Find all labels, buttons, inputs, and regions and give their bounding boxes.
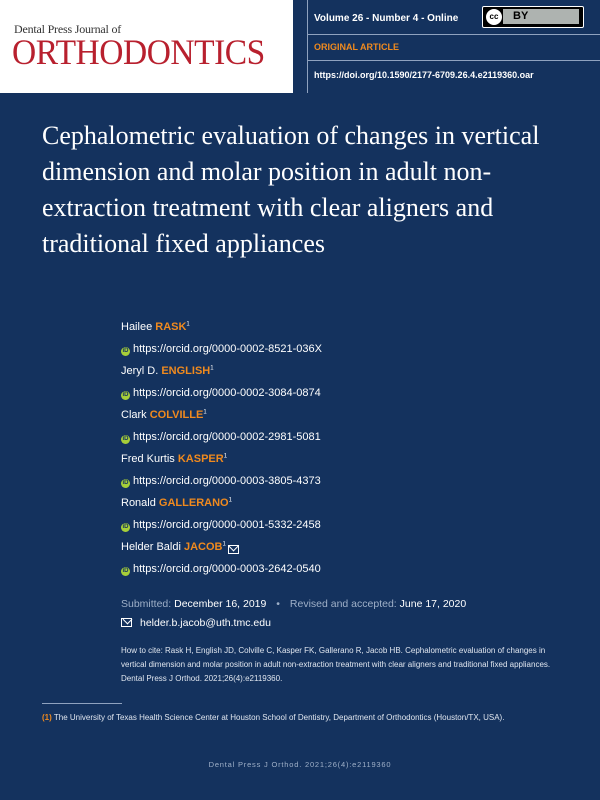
revised-date: June 17, 2020 bbox=[399, 598, 467, 610]
author-entry: Jeryl D. ENGLISH1 bbox=[121, 357, 541, 379]
orcid-entry: iD https://orcid.org/0000-0002-8521-036X bbox=[121, 335, 541, 357]
author-first-name: Fred Kurtis bbox=[121, 453, 175, 465]
orcid-link[interactable]: https://orcid.org/0000-0003-2642-0540 bbox=[133, 563, 321, 575]
author-first-name: Jeryl D. bbox=[121, 365, 159, 377]
how-to-cite: How to cite: Rask H, English JD, Colvill… bbox=[121, 646, 551, 683]
doi-link[interactable]: https://doi.org/10.1590/2177-6709.26.4.e… bbox=[314, 70, 534, 80]
cc-badge-background bbox=[503, 9, 579, 24]
orcid-icon: iD bbox=[121, 391, 130, 400]
header-rule bbox=[308, 60, 600, 61]
by-label: BY bbox=[513, 10, 529, 22]
header-divider bbox=[307, 0, 308, 93]
affiliation-marker: 1 bbox=[210, 365, 214, 372]
author-list: Hailee RASK1 iD https://orcid.org/0000-00… bbox=[121, 313, 541, 577]
orcid-entry: iD https://orcid.org/0000-0002-3084-0874 bbox=[121, 379, 541, 401]
affiliation-text: The University of Texas Health Science C… bbox=[53, 713, 505, 722]
orcid-icon: iD bbox=[121, 479, 130, 488]
corresponding-email: helder.b.jacob@uth.tmc.edu bbox=[121, 617, 271, 629]
journal-logo-big-text: ORTHODONTICS bbox=[12, 32, 265, 72]
author-name: Clark COLVILLE1 bbox=[121, 409, 207, 421]
orcid-entry: iD https://orcid.org/0000-0001-5332-2458 bbox=[121, 511, 541, 533]
header-rule bbox=[308, 34, 600, 35]
mail-icon[interactable] bbox=[227, 545, 239, 554]
orcid-icon: iD bbox=[121, 347, 130, 356]
author-last-name: KASPER bbox=[177, 453, 224, 465]
author-first-name: Ronald bbox=[121, 497, 156, 509]
affiliation-marker: 1 bbox=[186, 321, 190, 328]
page-footer: Dental Press J Orthod. 2021;26(4):e21193… bbox=[208, 760, 392, 769]
author-first-name: Helder Baldi bbox=[121, 541, 181, 553]
orcid-link[interactable]: https://orcid.org/0000-0002-8521-036X bbox=[133, 343, 322, 355]
submitted-label: Submitted: bbox=[121, 598, 172, 610]
submission-dates: Submitted: December 16, 2019 • Revised a… bbox=[121, 598, 466, 610]
author-entry: Ronald GALLERANO1 bbox=[121, 489, 541, 511]
submitted-date: December 16, 2019 bbox=[174, 598, 267, 610]
article-type: ORIGINAL ARTICLE bbox=[314, 42, 399, 52]
orcid-icon: iD bbox=[121, 523, 130, 532]
article-title: Cephalometric evaluation of changes in v… bbox=[42, 121, 540, 258]
cc-icon: cc bbox=[485, 8, 503, 26]
affiliation-marker: 1 bbox=[228, 497, 232, 504]
orcid-icon: iD bbox=[121, 567, 130, 576]
author-name: Ronald GALLERANO1 bbox=[121, 497, 232, 509]
author-entry: Hailee RASK1 bbox=[121, 313, 541, 335]
revised-label: Revised and accepted: bbox=[289, 598, 397, 610]
email-address[interactable]: helder.b.jacob@uth.tmc.edu bbox=[140, 617, 271, 629]
author-last-name: COLVILLE bbox=[149, 409, 204, 421]
orcid-link[interactable]: https://orcid.org/0000-0001-5332-2458 bbox=[133, 519, 321, 531]
author-last-name: JACOB bbox=[183, 541, 223, 553]
orcid-entry: iD https://orcid.org/0000-0003-2642-0540 bbox=[121, 555, 541, 577]
author-first-name: Clark bbox=[121, 409, 147, 421]
author-name: Jeryl D. ENGLISH1 bbox=[121, 365, 214, 377]
author-name: Hailee RASK1 bbox=[121, 321, 190, 333]
journal-logo: Dental Press Journal of ORTHODONTICS bbox=[0, 0, 293, 93]
affiliation-marker: 1 bbox=[223, 453, 228, 460]
orcid-icon: iD bbox=[121, 435, 130, 444]
author-last-name: GALLERANO bbox=[158, 497, 229, 509]
author-entry: Fred Kurtis KASPER1 bbox=[121, 445, 541, 467]
author-entry: Clark COLVILLE1 bbox=[121, 401, 541, 423]
affiliation-rule bbox=[42, 703, 122, 704]
cc-by-license-badge[interactable]: cc BY bbox=[482, 6, 584, 28]
volume-info: Volume 26 - Number 4 - Online bbox=[314, 13, 459, 24]
date-separator: • bbox=[276, 598, 280, 610]
journal-logo-small-text: Dental Press Journal of bbox=[14, 22, 122, 36]
affiliation-number: (1) bbox=[42, 713, 52, 722]
author-first-name: Hailee bbox=[121, 321, 153, 333]
affiliation-marker: 1 bbox=[203, 409, 207, 416]
affiliation-marker: 1 bbox=[222, 541, 226, 548]
author-entry: Helder Baldi JACOB1 bbox=[121, 533, 541, 555]
orcid-link[interactable]: https://orcid.org/0000-0003-3805-4373 bbox=[133, 475, 321, 487]
orcid-link[interactable]: https://orcid.org/0000-0002-2981-5081 bbox=[133, 431, 321, 443]
author-name: Helder Baldi JACOB1 bbox=[121, 541, 239, 554]
affiliation: (1) The University of Texas Health Scien… bbox=[42, 711, 562, 725]
orcid-link[interactable]: https://orcid.org/0000-0002-3084-0874 bbox=[133, 387, 321, 399]
author-name: Fred Kurtis KASPER1 bbox=[121, 453, 227, 465]
mail-icon bbox=[121, 618, 132, 627]
author-last-name: ENGLISH bbox=[161, 365, 211, 377]
orcid-entry: iD https://orcid.org/0000-0003-3805-4373 bbox=[121, 467, 541, 489]
author-last-name: RASK bbox=[155, 321, 187, 333]
orcid-entry: iD https://orcid.org/0000-0002-2981-5081 bbox=[121, 423, 541, 445]
